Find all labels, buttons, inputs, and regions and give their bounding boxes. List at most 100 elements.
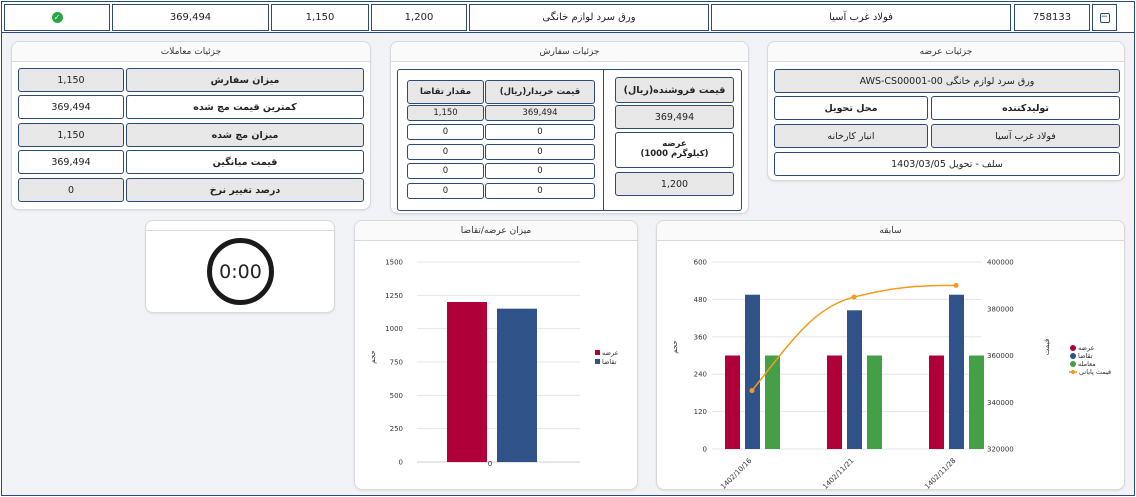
bar-offer xyxy=(827,355,842,449)
bar-trade xyxy=(969,355,984,449)
buyer-price-2: 0 xyxy=(485,124,595,140)
countdown-timer: 0:00 xyxy=(207,238,274,305)
row-price: 369,494 xyxy=(112,4,269,31)
bar-trade xyxy=(867,355,882,449)
row-supply: 1,200 xyxy=(371,4,467,31)
hist-legend-dot-price xyxy=(1071,370,1075,374)
y-tick-label-right: 380000 xyxy=(987,305,1014,313)
seller-price-value: 369,494 xyxy=(615,105,734,129)
row-status: ✓ xyxy=(4,4,110,31)
producer-value: فولاد غرب آسیا xyxy=(931,124,1120,148)
y-tick-label: 750 xyxy=(390,359,403,367)
delivery-value: انبار کارخانه xyxy=(774,124,928,148)
y-tick-label: 250 xyxy=(390,425,403,433)
y-tick-label-left: 240 xyxy=(694,371,707,379)
buyer-price-4: 0 xyxy=(485,163,595,179)
y-tick-label-right: 340000 xyxy=(987,399,1014,407)
history-chart: 600 480 360 240 120 0 400000 380000 360000 340000… xyxy=(671,259,1111,491)
hist-legend-demand: تقاضا xyxy=(1078,352,1093,360)
legend-demand: تقاضا xyxy=(602,358,617,366)
supply-chart-xtick: 0 xyxy=(488,460,492,468)
order-divider xyxy=(603,69,604,211)
summary-row: − 758133 فولاد غرب آسیا ورق سرد لوازم خا… xyxy=(2,2,1134,33)
y-tick-label-left: 480 xyxy=(694,296,707,304)
y-tick-label-right: 320000 xyxy=(987,446,1014,454)
trade-details-title: جزئیات معاملات xyxy=(12,42,370,62)
demand-qty-2: 0 xyxy=(407,124,484,140)
x-tick-label: 1402/11/28 xyxy=(923,457,957,490)
price-point xyxy=(749,388,755,394)
content-area: جزئیات عرضه AWS-CS00001-00 ورق سرد لوازم… xyxy=(2,33,1134,495)
timer-header xyxy=(146,221,334,231)
hist-legend-price: قیمت پایانی xyxy=(1079,368,1111,376)
x-tick-label: 1402/10/16 xyxy=(719,456,754,490)
hist-legend-swatch-demand xyxy=(1070,353,1076,359)
demand-qty-5: 0 xyxy=(407,183,484,199)
buyer-price-5: 0 xyxy=(485,183,595,199)
trade-label-4: قیمت میانگین xyxy=(126,150,364,174)
hist-legend-offer: عرضه xyxy=(1078,344,1095,352)
bar-demand xyxy=(745,294,760,449)
bar-offer xyxy=(447,302,487,462)
buyer-price-label: قیمت خریدار(ریال) xyxy=(485,80,595,104)
trade-value-1: 1,150 xyxy=(18,68,124,92)
history-ylabel-left: حجم xyxy=(671,340,679,354)
order-table xyxy=(397,69,742,211)
supply-chart-ylabel: حجم xyxy=(369,350,377,364)
hist-legend-swatch-offer xyxy=(1070,345,1076,351)
trade-value-3: 1,150 xyxy=(18,123,124,147)
y-tick-label-right: 400000 xyxy=(987,259,1014,267)
bar-offer xyxy=(725,355,740,449)
supply-demand-chart-title: میزان عرضه/تقاضا xyxy=(355,221,637,241)
x-tick-label: 1402/11/21 xyxy=(821,457,855,490)
row-product: ورق سرد لوازم خانگی xyxy=(469,4,709,31)
bar-demand xyxy=(497,308,537,462)
hist-legend-trade: معامله xyxy=(1078,360,1096,368)
collapse-button[interactable]: − xyxy=(1092,4,1117,31)
y-tick-label: 1500 xyxy=(385,259,403,267)
y-tick-label-left: 120 xyxy=(694,408,707,416)
demand-label: مقدار تقاضا xyxy=(407,80,484,104)
supply-demand-chart: 1500 1250 1000 750 500 250 0 حجم 0 عرضه تقاضا xyxy=(369,259,619,469)
trade-label-5: درصد تغییر نرخ xyxy=(126,178,364,202)
y-tick-label-left: 360 xyxy=(694,333,707,341)
offer-code: AWS-CS00001-00 ورق سرد لوازم خانگی xyxy=(774,69,1120,93)
row-id: 758133 xyxy=(1014,4,1090,31)
check-icon: ✓ xyxy=(51,12,63,23)
order-details-title: جزئیات سفارش xyxy=(391,42,748,62)
producer-label: تولیدکننده xyxy=(931,96,1120,120)
trade-details-panel: جزئیات معاملات میزان سفارش 1,150 کمترین … xyxy=(11,41,371,210)
offer-details-title: جزئیات عرضه xyxy=(768,42,1124,62)
y-tick-label: 500 xyxy=(390,392,403,400)
timer-panel: 0:00 xyxy=(145,220,335,313)
y-tick-label: 1250 xyxy=(385,292,403,300)
price-point xyxy=(851,294,857,300)
bar-offer xyxy=(929,355,944,449)
bar-trade xyxy=(765,355,780,449)
y-tick-label-left: 0 xyxy=(703,446,707,454)
offer-details-panel: جزئیات عرضه AWS-CS00001-00 ورق سرد لوازم… xyxy=(767,41,1125,181)
history-ylabel-right: قیمت xyxy=(1043,339,1051,355)
legend-swatch-demand xyxy=(595,359,600,364)
y-tick-label: 1000 xyxy=(385,325,403,333)
seller-price-label: قیمت فروشنده(ریال) xyxy=(615,77,734,103)
trade-value-2: 369,494 xyxy=(18,95,124,119)
hist-legend-swatch-trade xyxy=(1070,361,1076,367)
legend-swatch-offer xyxy=(595,350,600,355)
supply-value: 1,200 xyxy=(615,172,734,196)
demand-qty-3: 0 xyxy=(407,144,484,160)
buyer-price-3: 0 xyxy=(485,144,595,160)
supply-demand-chart-panel: میزان عرضه/تقاضا 1500 1250 1000 750 500 250 0 … xyxy=(354,220,638,490)
row-supplier: فولاد غرب آسیا xyxy=(711,4,1011,31)
trade-label-1: میزان سفارش xyxy=(126,68,364,92)
demand-qty-1: 1,150 xyxy=(407,105,484,121)
y-tick-label-right: 360000 xyxy=(987,352,1014,360)
bar-demand xyxy=(847,310,862,449)
trade-value-5: 0 xyxy=(18,178,124,202)
supply-label: عرضه (1000 کیلوگرم) xyxy=(615,132,734,168)
y-tick-label-left: 600 xyxy=(694,259,707,267)
trade-label-3: میزان مچ شده xyxy=(126,123,364,147)
minus-icon: − xyxy=(1099,11,1110,23)
history-chart-panel: سابقه 600 480 360 240 120 0 400000 380000 360000… xyxy=(656,220,1125,490)
